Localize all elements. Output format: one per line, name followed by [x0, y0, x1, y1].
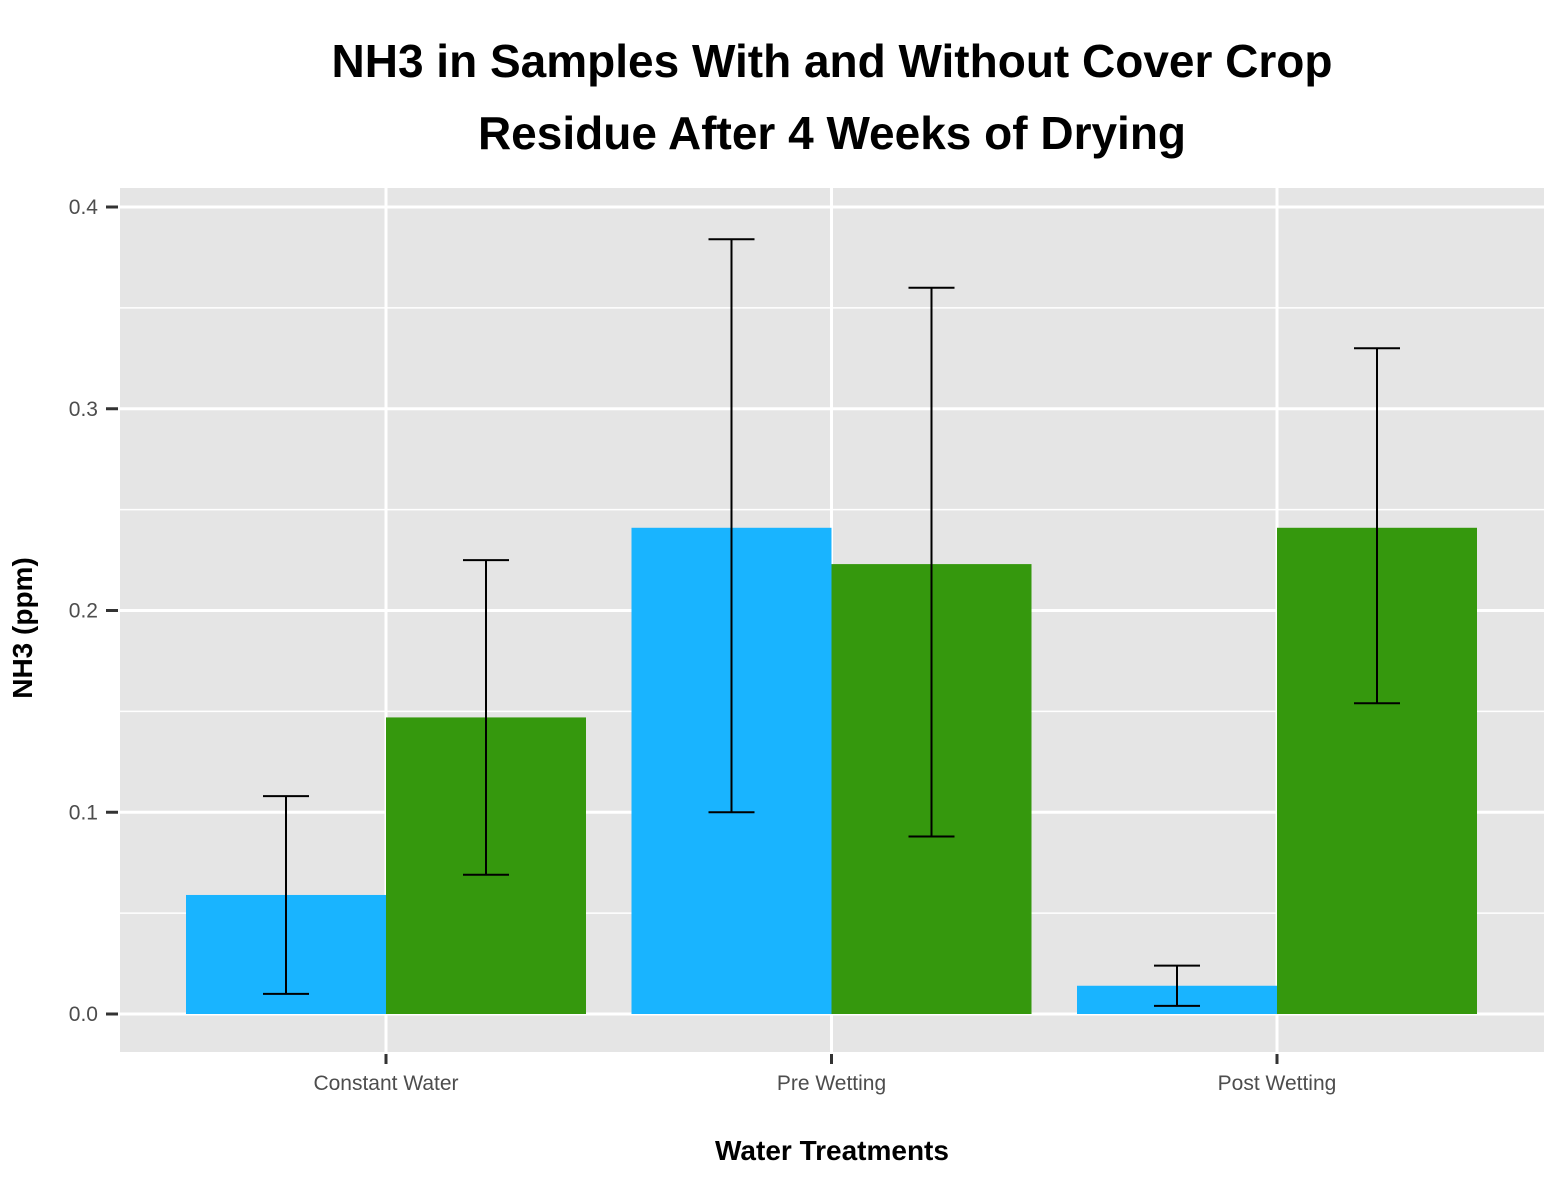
- error-bars: [263, 238, 1400, 1007]
- x-tick-label: Pre Wetting: [777, 1072, 886, 1095]
- y-tick-label: 0.4: [69, 196, 99, 219]
- y-tick-label: 0.1: [69, 801, 98, 824]
- y-tick-label: 0.3: [69, 398, 98, 421]
- x-axis: Constant Water Pre Wetting Post Wetting: [313, 1054, 1336, 1095]
- chart-title-line-1: NH3 in Samples With and Without Cover Cr…: [331, 35, 1333, 87]
- y-axis: 0.0 0.1 0.2 0.3 0.4: [69, 196, 118, 1026]
- chart-title-line-2: Residue After 4 Weeks of Drying: [477, 107, 1187, 159]
- y-tick-label: 0.0: [69, 1003, 98, 1026]
- x-tick-label: Post Wetting: [1218, 1072, 1337, 1095]
- y-tick-label: 0.2: [69, 600, 98, 623]
- x-tick-label: Constant Water: [313, 1072, 458, 1095]
- x-axis-title: Water Treatments: [715, 1135, 949, 1166]
- y-axis-title: NH3 (ppm): [7, 557, 38, 699]
